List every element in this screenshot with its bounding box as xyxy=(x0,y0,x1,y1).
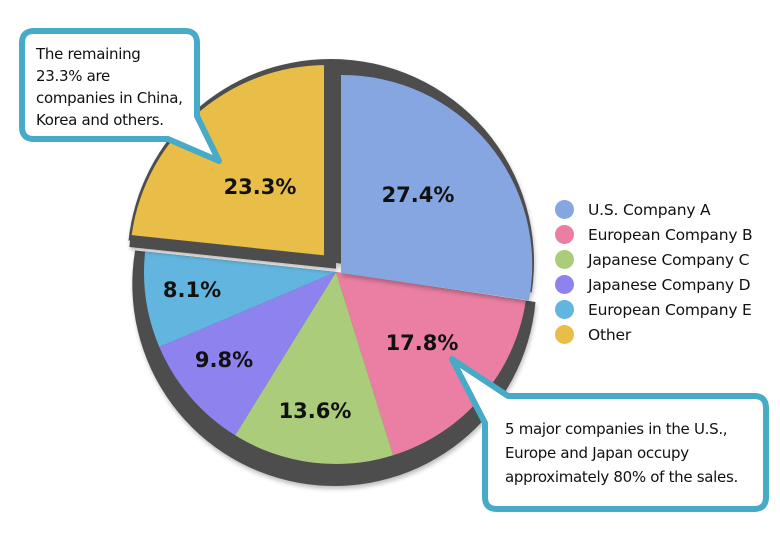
legend-swatch-icon xyxy=(555,300,574,319)
pie-exploded-group xyxy=(128,58,535,301)
legend-swatch-icon xyxy=(555,275,574,294)
callout-line: The remaining xyxy=(36,45,141,63)
legend-label: U.S. Company A xyxy=(588,200,711,219)
legend-swatch-icon xyxy=(555,200,574,219)
legend-label: European Company B xyxy=(588,225,753,244)
callout-line: 23.3% are xyxy=(36,67,110,85)
slice-label-b: 17.8% xyxy=(386,331,459,355)
slice-label-a: 27.4% xyxy=(382,183,455,207)
callout-line: approximately 80% of the sales. xyxy=(505,468,738,486)
slice-label-c: 13.6% xyxy=(279,399,352,423)
legend-item-european-company-e[interactable]: European Company E xyxy=(555,297,752,322)
legend-item-us-company-a[interactable]: U.S. Company A xyxy=(555,197,752,222)
slice-label-e: 8.1% xyxy=(163,278,221,302)
callout-top-left-bubble xyxy=(19,28,222,164)
legend-label: Other xyxy=(588,325,632,344)
callout-line: companies in China, xyxy=(36,89,183,107)
legend-label: European Company E xyxy=(588,300,752,319)
legend-item-other[interactable]: Other xyxy=(555,322,752,347)
legend-swatch-icon xyxy=(555,325,574,344)
legend-swatch-icon xyxy=(555,250,574,269)
chart-legend: U.S. Company A European Company B Japane… xyxy=(555,197,753,347)
legend-item-european-company-b[interactable]: European Company B xyxy=(555,222,753,247)
callout-bottom-right-text: 5 major companies in the U.S., Europe an… xyxy=(505,417,738,489)
callout-line: Korea and others. xyxy=(36,111,164,129)
slice-us-company-a[interactable] xyxy=(341,74,533,301)
slice-label-d: 9.8% xyxy=(195,348,253,372)
slice-japanese-company-d[interactable] xyxy=(159,272,336,436)
pie-base-group xyxy=(132,250,536,486)
callout-line: Europe and Japan occupy xyxy=(505,444,689,462)
legend-label: Japanese Company C xyxy=(588,250,750,269)
slice-european-company-e[interactable] xyxy=(144,251,336,347)
legend-item-japanese-company-d[interactable]: Japanese Company D xyxy=(555,272,752,297)
legend-swatch-icon xyxy=(555,225,574,244)
legend-label: Japanese Company D xyxy=(588,275,751,294)
legend-item-japanese-company-c[interactable]: Japanese Company C xyxy=(555,247,752,272)
slice-european-company-b[interactable] xyxy=(336,272,526,456)
slice-label-other: 23.3% xyxy=(224,175,297,199)
callout-bottom-right-bubble xyxy=(449,356,769,512)
slice-japanese-company-c[interactable] xyxy=(235,272,394,464)
callout-top-left-text: The remaining 23.3% are companies in Chi… xyxy=(36,43,183,131)
callout-line: 5 major companies in the U.S., xyxy=(505,420,728,438)
slice-other[interactable] xyxy=(130,64,327,262)
